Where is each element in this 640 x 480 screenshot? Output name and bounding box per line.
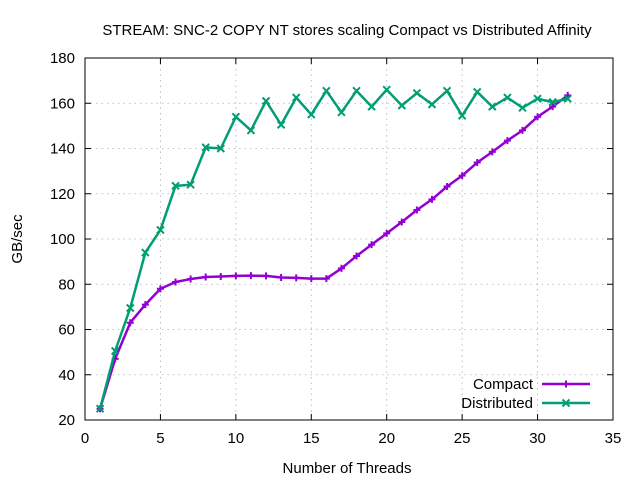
data-point-distributed — [291, 93, 301, 102]
data-point-compact — [473, 159, 481, 167]
data-point-distributed — [427, 100, 437, 109]
y-tick-label: 20 — [58, 412, 75, 429]
legend: Compact Distributed — [461, 376, 590, 412]
legend-label-compact: Compact — [473, 376, 534, 393]
data-point-compact — [518, 126, 526, 134]
plot-series — [95, 85, 572, 413]
data-point-compact — [458, 172, 466, 180]
legend-item-compact: Compact — [473, 376, 590, 393]
series-compact — [96, 91, 572, 413]
data-point-distributed — [307, 110, 316, 119]
data-point-compact — [292, 274, 300, 282]
x-tick-label: 0 — [81, 430, 89, 447]
legend-marker-compact — [562, 380, 570, 388]
legend-item-distributed: Distributed — [461, 395, 590, 412]
data-point-distributed — [156, 225, 165, 235]
data-point-compact — [141, 301, 149, 309]
data-point-distributed — [261, 96, 271, 106]
data-point-distributed — [246, 126, 256, 135]
data-point-compact — [428, 195, 436, 203]
x-tick-label: 35 — [605, 430, 622, 447]
data-point-compact — [353, 252, 361, 260]
data-point-compact — [232, 272, 240, 280]
data-point-distributed — [337, 108, 346, 117]
x-tick-label: 5 — [156, 430, 164, 447]
x-tick-label: 25 — [454, 430, 471, 447]
data-point-compact — [322, 275, 330, 283]
data-point-distributed — [322, 86, 331, 96]
axis-ticks: 0 5 10 15 20 25 30 35 20 40 60 80 100 120 140 160 180 — [50, 50, 621, 447]
y-tick-label: 140 — [50, 141, 75, 158]
data-point-distributed — [231, 112, 241, 122]
data-point-distributed — [473, 87, 482, 97]
data-point-compact — [337, 264, 345, 272]
data-point-compact — [398, 218, 406, 226]
data-point-compact — [156, 285, 164, 293]
data-point-compact — [217, 273, 225, 281]
data-point-compact — [549, 103, 557, 111]
data-point-compact — [503, 137, 511, 145]
data-point-distributed — [533, 94, 542, 103]
data-point-compact — [534, 113, 542, 121]
x-axis-label: Number of Threads — [283, 460, 412, 477]
data-point-distributed — [186, 180, 195, 189]
data-point-distributed — [488, 102, 497, 111]
y-tick-label: 40 — [58, 367, 75, 384]
series-distributed — [95, 85, 572, 413]
data-point-compact — [383, 229, 391, 237]
data-point-distributed — [141, 248, 150, 257]
data-point-distributed — [518, 103, 527, 112]
y-tick-label: 180 — [50, 50, 75, 67]
chart-title: STREAM: SNC-2 COPY NT stores scaling Com… — [102, 22, 592, 39]
data-point-compact — [307, 275, 315, 283]
data-point-distributed — [412, 88, 422, 98]
y-tick-label: 60 — [58, 322, 75, 339]
data-point-compact — [187, 275, 195, 283]
data-point-distributed — [126, 303, 135, 313]
data-point-compact — [277, 273, 285, 281]
data-point-compact — [413, 206, 421, 214]
data-point-distributed — [201, 143, 210, 152]
y-tick-label: 100 — [50, 231, 75, 248]
y-tick-label: 120 — [50, 186, 75, 203]
data-point-distributed — [503, 93, 512, 102]
y-tick-label: 80 — [58, 276, 75, 293]
data-point-compact — [488, 148, 496, 156]
data-point-distributed — [563, 94, 572, 103]
data-point-distributed — [548, 97, 557, 107]
data-point-compact — [262, 272, 270, 280]
data-point-distributed — [276, 120, 286, 129]
x-tick-label: 30 — [529, 430, 546, 447]
y-tick-label: 160 — [50, 95, 75, 112]
data-point-distributed — [352, 86, 361, 96]
data-point-distributed — [457, 111, 467, 120]
data-point-compact — [202, 273, 210, 281]
data-point-compact — [247, 272, 255, 280]
data-point-distributed — [442, 86, 452, 96]
data-point-distributed — [110, 346, 120, 356]
data-point-distributed — [367, 102, 376, 111]
x-tick-label: 15 — [303, 430, 320, 447]
legend-label-distributed: Distributed — [461, 395, 533, 412]
data-point-distributed — [171, 181, 180, 191]
y-axis-label: GB/sec — [9, 214, 26, 264]
data-point-distributed — [216, 144, 225, 153]
data-point-distributed — [382, 85, 391, 94]
x-tick-label: 20 — [378, 430, 395, 447]
data-point-distributed — [397, 101, 407, 110]
data-point-compact — [172, 278, 180, 286]
legend-marker-distributed — [561, 398, 571, 408]
data-point-compact — [126, 319, 134, 327]
data-point-distributed — [95, 404, 105, 413]
data-point-compact — [368, 241, 376, 249]
data-point-compact — [443, 183, 451, 191]
x-tick-label: 10 — [228, 430, 245, 447]
